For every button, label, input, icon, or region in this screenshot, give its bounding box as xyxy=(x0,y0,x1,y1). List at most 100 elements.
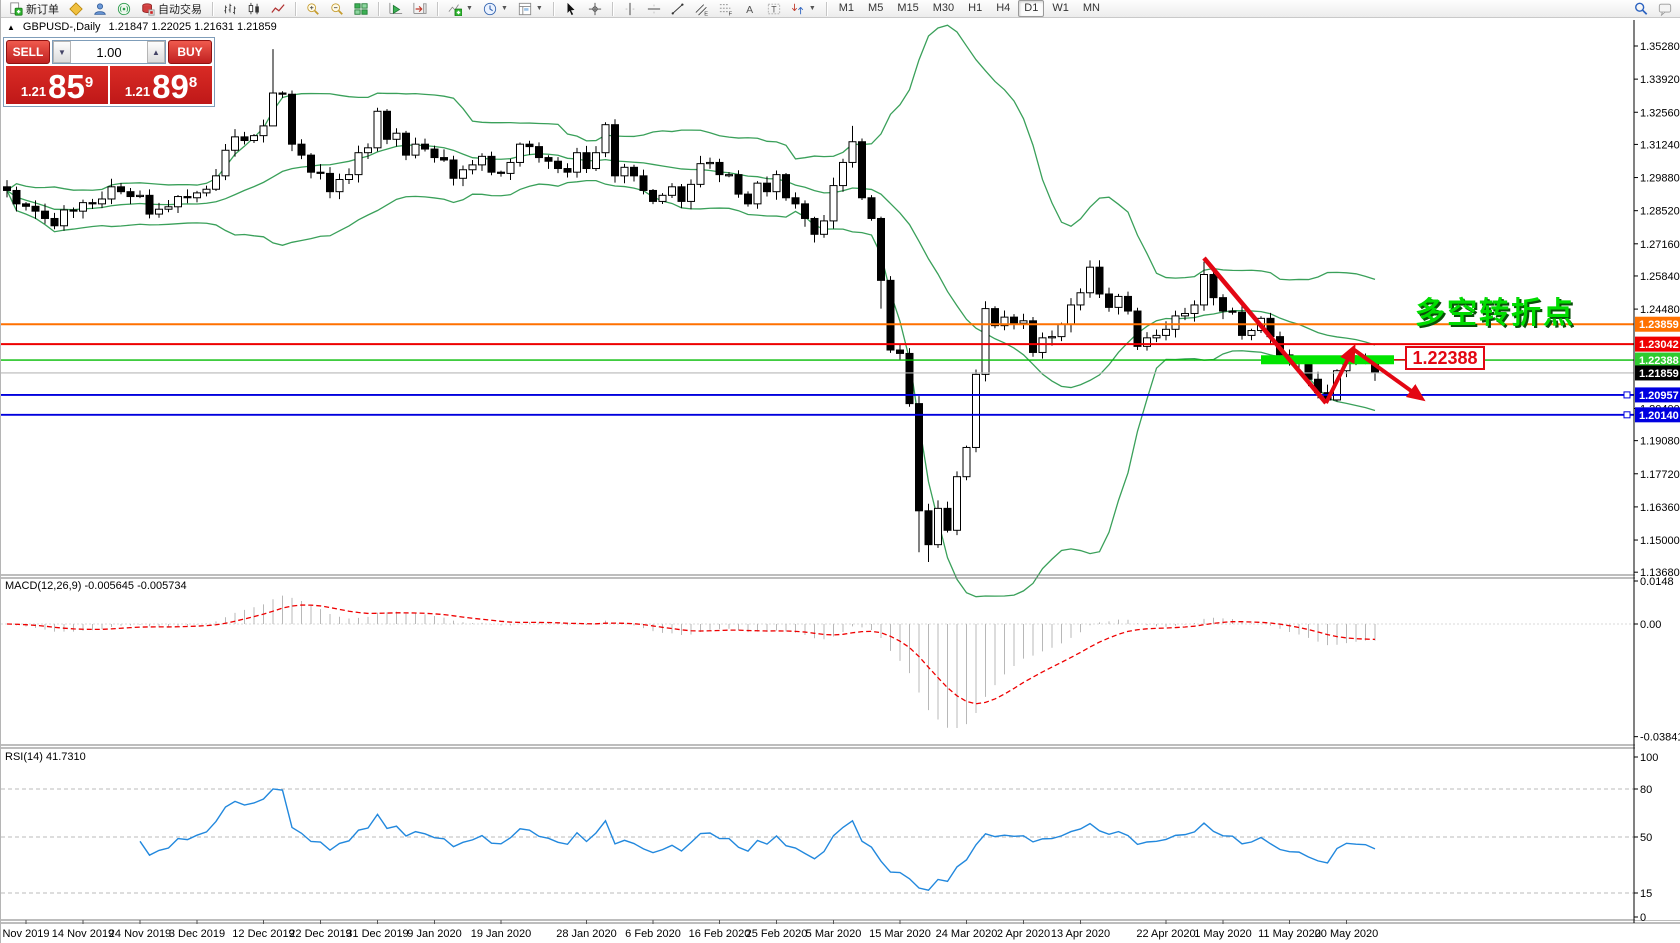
periods-button[interactable]: ▼ xyxy=(479,0,512,18)
candle-body xyxy=(715,161,724,176)
candle-body xyxy=(810,217,819,235)
chart-shift-button[interactable] xyxy=(409,0,431,18)
price-axis-area[interactable] xyxy=(1635,20,1680,920)
trend-arrow-down[interactable] xyxy=(1202,256,1328,405)
timeframe-m30-button[interactable]: M30 xyxy=(932,2,955,14)
timeframe-mn-button[interactable]: MN xyxy=(1082,2,1100,14)
candle-body xyxy=(1143,337,1151,347)
bar-chart-button[interactable] xyxy=(219,0,241,18)
date-axis-label: Nov 2019 xyxy=(2,928,49,940)
fibo-icon: F xyxy=(719,3,732,16)
text-button[interactable]: A xyxy=(739,0,761,18)
candle-body xyxy=(782,174,790,199)
timeframe-d1-button[interactable]: D1 xyxy=(1018,0,1045,17)
candle-body xyxy=(554,160,562,170)
fibonacci-button[interactable]: F xyxy=(715,0,737,18)
trend-arrow-bounce[interactable] xyxy=(1324,343,1356,404)
timeframe-m15-button[interactable]: M15 xyxy=(897,2,919,14)
autotrading-button[interactable]: 自动交易 xyxy=(137,0,206,18)
candle-body xyxy=(259,125,268,137)
timeframe-h4-button[interactable]: H4 xyxy=(996,2,1011,14)
candle-body xyxy=(440,157,448,161)
horizontal-line-button[interactable] xyxy=(643,0,665,18)
price-badge xyxy=(1635,352,1680,368)
axis-tick-label: 1.33920 xyxy=(1640,74,1680,86)
vline-icon xyxy=(625,2,635,15)
auto-scroll-button[interactable] xyxy=(385,0,407,18)
price-badge xyxy=(1635,336,1680,352)
candle-body xyxy=(12,189,21,205)
sell-price[interactable]: 1.21 85 9 xyxy=(6,66,108,104)
candle-body xyxy=(459,169,467,179)
zoom-out-button[interactable] xyxy=(326,0,348,18)
timeframe-m5-button[interactable]: M5 xyxy=(868,2,884,14)
new-order-button[interactable]: 新订单 xyxy=(5,0,63,18)
cursor-button[interactable] xyxy=(560,0,582,18)
line-handle[interactable] xyxy=(1623,391,1631,399)
text-label-button[interactable]: T xyxy=(763,0,785,18)
candle-body xyxy=(630,166,638,177)
chat-button[interactable] xyxy=(1654,0,1676,18)
volume-increase-button[interactable]: ▲ xyxy=(147,41,165,63)
candle-body xyxy=(421,143,429,150)
timeframe-h1-button[interactable]: H1 xyxy=(968,2,983,14)
crosshair-button[interactable] xyxy=(584,0,606,18)
line-chart-button[interactable] xyxy=(267,0,289,18)
sell-button[interactable]: SELL xyxy=(6,40,50,64)
dropdown-arrow-icon[interactable]: ▼ xyxy=(535,5,543,12)
dropdown-arrow-icon[interactable]: ▼ xyxy=(808,5,816,12)
equidistant-channel-button[interactable]: E xyxy=(691,0,713,18)
dropdown-arrow-icon[interactable]: ▼ xyxy=(500,5,508,12)
search-button[interactable] xyxy=(1630,0,1652,18)
date-axis-label: 31 Dec 2019 xyxy=(346,928,408,940)
bollinger-band-line xyxy=(6,144,1376,389)
support-price-tag[interactable]: 1.22388 xyxy=(1405,346,1485,370)
candle-body xyxy=(126,191,135,198)
date-axis-label: 3 Dec 2019 xyxy=(169,928,225,940)
price-badge xyxy=(1635,316,1680,332)
candle-body xyxy=(1209,274,1218,299)
candle-body xyxy=(981,308,990,375)
timeframe-w1-button[interactable]: W1 xyxy=(1052,2,1069,14)
templates-button[interactable]: ▼ xyxy=(514,0,547,18)
candle-body xyxy=(801,203,809,219)
turning-point-annotation[interactable]: 多空转折点 xyxy=(1415,297,1575,330)
timeframe-m1-button[interactable]: M1 xyxy=(838,2,855,14)
volume-decrease-button[interactable]: ▼ xyxy=(53,41,71,63)
buy-price-prefix: 1.21 xyxy=(124,84,151,99)
tile-windows-button[interactable] xyxy=(350,0,372,18)
candlestick-chart-button[interactable] xyxy=(243,0,265,18)
candle-body xyxy=(383,110,391,140)
buy-price[interactable]: 1.21 89 8 xyxy=(110,66,212,104)
candle-body xyxy=(1181,312,1189,317)
axis-tick-label: 1.17720 xyxy=(1640,469,1680,481)
date-axis-label: 13 Apr 2020 xyxy=(1051,928,1110,940)
support-zone-bar[interactable] xyxy=(1261,355,1394,365)
zoom-in-button[interactable] xyxy=(302,0,324,18)
dropdown-arrow-icon[interactable]: ▼ xyxy=(466,5,473,12)
candle-body xyxy=(972,373,980,448)
collapse-icon[interactable]: ▲ xyxy=(7,22,15,32)
profile-button[interactable] xyxy=(89,0,111,18)
vertical-line-button[interactable] xyxy=(619,0,641,18)
indicators-button[interactable]: ▼ xyxy=(444,0,477,18)
candle-body xyxy=(231,136,239,151)
arrows-button[interactable]: ▼ xyxy=(787,0,820,18)
candle-body xyxy=(820,220,828,235)
candle-body xyxy=(763,182,771,193)
candle-body xyxy=(79,202,87,212)
buy-button[interactable]: BUY xyxy=(168,40,212,64)
signals-button[interactable] xyxy=(113,0,135,18)
candle-body xyxy=(269,92,277,127)
trend-arrow-projection[interactable] xyxy=(1351,347,1426,402)
line-handle[interactable] xyxy=(1623,411,1631,419)
chart-styles-button[interactable] xyxy=(65,0,87,18)
candle-body xyxy=(98,198,106,205)
candle-body xyxy=(326,172,334,193)
autotrade-icon xyxy=(142,2,155,16)
volume-value[interactable]: 1.00 xyxy=(96,44,122,60)
textT-icon: T xyxy=(767,3,780,14)
trendline-button[interactable] xyxy=(667,0,689,18)
signal-icon xyxy=(117,2,131,15)
